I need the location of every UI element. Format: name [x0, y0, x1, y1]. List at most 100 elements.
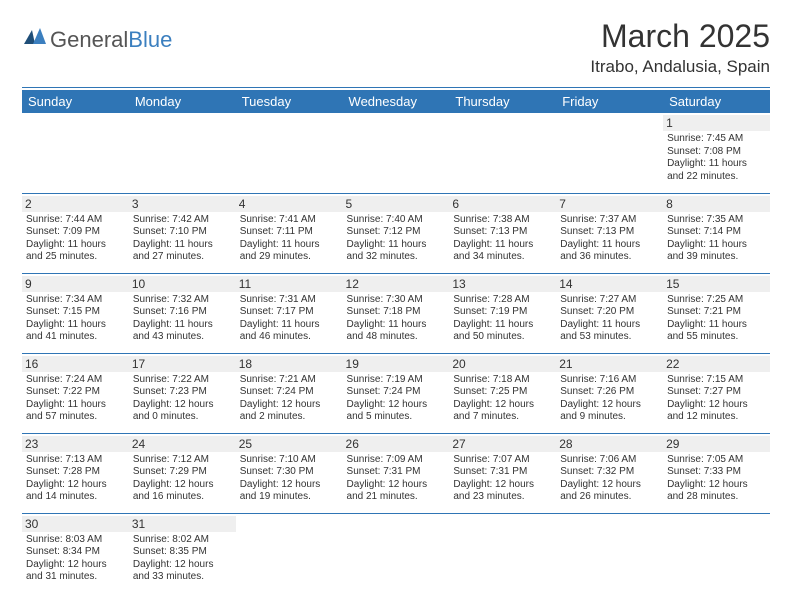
calendar-day-cell: 2Sunrise: 7:44 AMSunset: 7:09 PMDaylight…: [22, 193, 129, 273]
day-number: 22: [663, 356, 770, 372]
day-info-line: Daylight: 11 hours: [453, 239, 552, 252]
calendar-day-cell: 16Sunrise: 7:24 AMSunset: 7:22 PMDayligh…: [22, 353, 129, 433]
day-info-line: Sunset: 7:10 PM: [133, 226, 232, 239]
calendar-day-cell: 11Sunrise: 7:31 AMSunset: 7:17 PMDayligh…: [236, 273, 343, 353]
day-info-line: Daylight: 11 hours: [26, 319, 125, 332]
day-info: Sunrise: 7:31 AMSunset: 7:17 PMDaylight:…: [240, 294, 339, 344]
day-info-line: and 9 minutes.: [560, 411, 659, 424]
day-info-line: Daylight: 12 hours: [560, 399, 659, 412]
weekday-header: Tuesday: [236, 90, 343, 113]
day-info: Sunrise: 7:05 AMSunset: 7:33 PMDaylight:…: [667, 454, 766, 504]
day-info: Sunrise: 7:22 AMSunset: 7:23 PMDaylight:…: [133, 374, 232, 424]
day-info-line: Sunset: 7:31 PM: [347, 466, 446, 479]
day-info: Sunrise: 7:34 AMSunset: 7:15 PMDaylight:…: [26, 294, 125, 344]
day-info-line: Sunset: 7:23 PM: [133, 386, 232, 399]
calendar-day-cell: 13Sunrise: 7:28 AMSunset: 7:19 PMDayligh…: [449, 273, 556, 353]
day-info: Sunrise: 7:45 AMSunset: 7:08 PMDaylight:…: [667, 133, 766, 183]
day-info-line: Daylight: 11 hours: [453, 319, 552, 332]
day-info-line: Sunset: 7:25 PM: [453, 386, 552, 399]
day-info-line: Sunset: 7:26 PM: [560, 386, 659, 399]
day-info-line: Daylight: 12 hours: [347, 479, 446, 492]
calendar-day-cell: [236, 513, 343, 593]
day-info-line: Sunset: 7:11 PM: [240, 226, 339, 239]
day-info-line: and 41 minutes.: [26, 331, 125, 344]
day-number: 21: [556, 356, 663, 372]
day-number: 8: [663, 196, 770, 212]
day-info-line: Sunrise: 7:45 AM: [667, 133, 766, 146]
day-number: 3: [129, 196, 236, 212]
day-info-line: Sunrise: 7:27 AM: [560, 294, 659, 307]
calendar-day-cell: [663, 513, 770, 593]
day-info-line: Sunrise: 7:41 AM: [240, 214, 339, 227]
day-info-line: Sunrise: 7:12 AM: [133, 454, 232, 467]
day-info-line: Sunset: 7:15 PM: [26, 306, 125, 319]
day-info-line: Sunrise: 7:05 AM: [667, 454, 766, 467]
day-info-line: Sunrise: 7:32 AM: [133, 294, 232, 307]
day-info-line: Daylight: 12 hours: [453, 399, 552, 412]
calendar-day-cell: 15Sunrise: 7:25 AMSunset: 7:21 PMDayligh…: [663, 273, 770, 353]
day-info: Sunrise: 8:03 AMSunset: 8:34 PMDaylight:…: [26, 534, 125, 584]
day-number: 6: [449, 196, 556, 212]
day-info-line: and 36 minutes.: [560, 251, 659, 264]
day-info-line: Daylight: 11 hours: [667, 319, 766, 332]
day-info-line: and 43 minutes.: [133, 331, 232, 344]
day-number: 20: [449, 356, 556, 372]
day-number: 31: [129, 516, 236, 532]
calendar-day-cell: 20 Sunrise: 7:18 AMSunset: 7:25 PMDayligh…: [449, 353, 556, 433]
day-number: 30: [22, 516, 129, 532]
day-info-line: and 55 minutes.: [667, 331, 766, 344]
day-info-line: Daylight: 11 hours: [667, 158, 766, 171]
day-info-line: Sunrise: 7:18 AM: [453, 374, 552, 387]
day-info-line: Daylight: 12 hours: [453, 479, 552, 492]
location: Itrabo, Andalusia, Spain: [590, 57, 770, 77]
calendar-day-cell: [22, 113, 129, 193]
day-info-line: Sunset: 7:19 PM: [453, 306, 552, 319]
day-info-line: Sunset: 7:16 PM: [133, 306, 232, 319]
calendar-week-row: 23Sunrise: 7:13 AMSunset: 7:28 PMDayligh…: [22, 433, 770, 513]
day-info: Sunrise: 7:27 AMSunset: 7:20 PMDaylight:…: [560, 294, 659, 344]
calendar-day-cell: 27Sunrise: 7:07 AMSunset: 7:31 PMDayligh…: [449, 433, 556, 513]
day-info-line: and 0 minutes.: [133, 411, 232, 424]
calendar-day-cell: 4Sunrise: 7:41 AMSunset: 7:11 PMDaylight…: [236, 193, 343, 273]
day-info-line: and 2 minutes.: [240, 411, 339, 424]
calendar-day-cell: 23Sunrise: 7:13 AMSunset: 7:28 PMDayligh…: [22, 433, 129, 513]
day-info-line: and 32 minutes.: [347, 251, 446, 264]
day-info: Sunrise: 7:12 AMSunset: 7:29 PMDaylight:…: [133, 454, 232, 504]
day-info-line: Sunset: 7:22 PM: [26, 386, 125, 399]
day-info-line: Sunset: 7:13 PM: [453, 226, 552, 239]
day-number: 2: [22, 196, 129, 212]
day-info-line: Daylight: 12 hours: [560, 479, 659, 492]
day-info-line: Sunrise: 7:44 AM: [26, 214, 125, 227]
calendar-day-cell: [343, 513, 450, 593]
day-info-line: Sunset: 7:24 PM: [240, 386, 339, 399]
day-info-line: Sunrise: 7:31 AM: [240, 294, 339, 307]
day-info-line: and 26 minutes.: [560, 491, 659, 504]
calendar-day-cell: [129, 113, 236, 193]
day-info-line: Sunrise: 7:42 AM: [133, 214, 232, 227]
day-info: Sunrise: 7:25 AMSunset: 7:21 PMDaylight:…: [667, 294, 766, 344]
day-info-line: Sunrise: 7:34 AM: [26, 294, 125, 307]
day-info-line: and 19 minutes.: [240, 491, 339, 504]
day-info-line: Sunset: 8:34 PM: [26, 546, 125, 559]
day-number: 12: [343, 276, 450, 292]
day-info-line: Sunrise: 7:15 AM: [667, 374, 766, 387]
day-number: 1: [663, 115, 770, 131]
calendar-day-cell: 17Sunrise: 7:22 AMSunset: 7:23 PMDayligh…: [129, 353, 236, 433]
weekday-header: Saturday: [663, 90, 770, 113]
calendar-day-cell: [343, 113, 450, 193]
day-info: Sunrise: 7:24 AMSunset: 7:22 PMDaylight:…: [26, 374, 125, 424]
day-info-line: Sunrise: 7:21 AM: [240, 374, 339, 387]
day-info: Sunrise: 7:42 AMSunset: 7:10 PMDaylight:…: [133, 214, 232, 264]
day-info-line: Sunset: 7:30 PM: [240, 466, 339, 479]
day-info-line: Sunset: 7:20 PM: [560, 306, 659, 319]
day-number: 25: [236, 436, 343, 452]
day-info: Sunrise: 7:30 AMSunset: 7:18 PMDaylight:…: [347, 294, 446, 344]
brand-logo: GeneralBlue: [22, 26, 172, 54]
day-info-line: Sunset: 7:12 PM: [347, 226, 446, 239]
day-info-line: Sunrise: 7:38 AM: [453, 214, 552, 227]
day-info-line: and 34 minutes.: [453, 251, 552, 264]
calendar-day-cell: [449, 113, 556, 193]
day-info: Sunrise: 7:28 AMSunset: 7:19 PMDaylight:…: [453, 294, 552, 344]
day-info-line: Sunset: 7:09 PM: [26, 226, 125, 239]
header: GeneralBlue March 2025 Itrabo, Andalusia…: [22, 18, 770, 81]
